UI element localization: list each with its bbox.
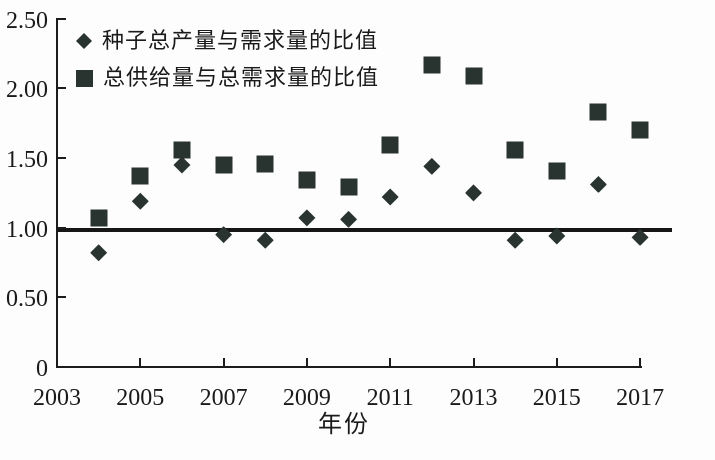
x-tick-label: 2007: [199, 385, 248, 411]
data-point-diamond: [340, 210, 358, 228]
x-tick-label: 2015: [532, 385, 581, 411]
y-tick-label: 0: [36, 356, 48, 382]
legend-item-seed-production-ratio: 种子总产量与需求量的比值: [76, 28, 379, 54]
x-tick-label: 2005: [116, 385, 165, 411]
data-point-square: [589, 103, 607, 121]
x-tick-label: 2017: [616, 385, 665, 411]
data-point-diamond: [631, 228, 649, 246]
data-point-diamond: [298, 209, 316, 227]
y-tick: [58, 157, 66, 160]
x-tick: [555, 358, 558, 366]
y-tick-label: 0.50: [6, 286, 48, 313]
data-point-square: [256, 155, 274, 173]
y-tick-label: 1.00: [6, 216, 48, 243]
y-tick-label: 2.50: [6, 7, 48, 34]
data-point-square: [298, 171, 316, 189]
data-point-square: [631, 121, 649, 139]
data-point-diamond: [506, 231, 524, 249]
data-point-diamond: [256, 231, 274, 249]
x-tick: [222, 358, 225, 366]
data-point-diamond: [90, 244, 108, 262]
data-point-square: [423, 56, 441, 74]
data-point-diamond: [173, 156, 191, 174]
square-marker-icon: [76, 69, 93, 87]
data-point-diamond: [589, 175, 607, 193]
data-point-diamond: [423, 157, 441, 175]
y-tick: [58, 296, 66, 299]
x-tick: [472, 358, 475, 366]
data-point-square: [215, 156, 233, 174]
chart-legend: 种子总产量与需求量的比值 总供给量与总需求量的比值: [76, 28, 379, 91]
diamond-marker-icon: [76, 33, 92, 49]
x-tick-label: 2011: [366, 385, 414, 411]
data-point-square: [173, 141, 191, 159]
x-tick-label: 2009: [282, 385, 331, 411]
data-point-square: [90, 209, 108, 227]
y-tick-label: 2.00: [6, 77, 48, 104]
legend-label-total-supply-ratio: 总供给量与总需求量的比值: [103, 65, 380, 90]
x-tick: [305, 358, 308, 366]
y-axis-line: [56, 18, 58, 368]
data-point-square: [548, 162, 566, 180]
x-tick: [389, 358, 392, 366]
y-tick: [58, 17, 66, 20]
data-point-diamond: [131, 192, 149, 210]
data-point-square: [506, 141, 524, 159]
y-tick: [58, 226, 66, 229]
y-tick-label: 1.50: [6, 147, 48, 174]
x-axis-line: [56, 366, 642, 368]
x-tick-label: 2013: [449, 385, 498, 411]
legend-label-seed-production-ratio: 种子总产量与需求量的比值: [102, 28, 379, 53]
y-tick: [58, 87, 66, 90]
x-tick-label: 2003: [33, 385, 81, 411]
data-point-square: [381, 136, 399, 154]
data-point-square: [340, 178, 358, 196]
data-point-diamond: [215, 226, 233, 244]
legend-item-total-supply-ratio: 总供给量与总需求量的比值: [76, 65, 379, 91]
data-point-diamond: [548, 227, 566, 245]
data-point-diamond: [381, 188, 399, 206]
data-point-square: [131, 167, 149, 185]
x-tick: [639, 358, 642, 366]
data-point-diamond: [465, 184, 482, 202]
reference-line-at-1: [57, 228, 672, 232]
data-point-square: [465, 67, 482, 85]
x-tick: [139, 358, 142, 366]
x-axis-title: 年份: [318, 412, 370, 438]
